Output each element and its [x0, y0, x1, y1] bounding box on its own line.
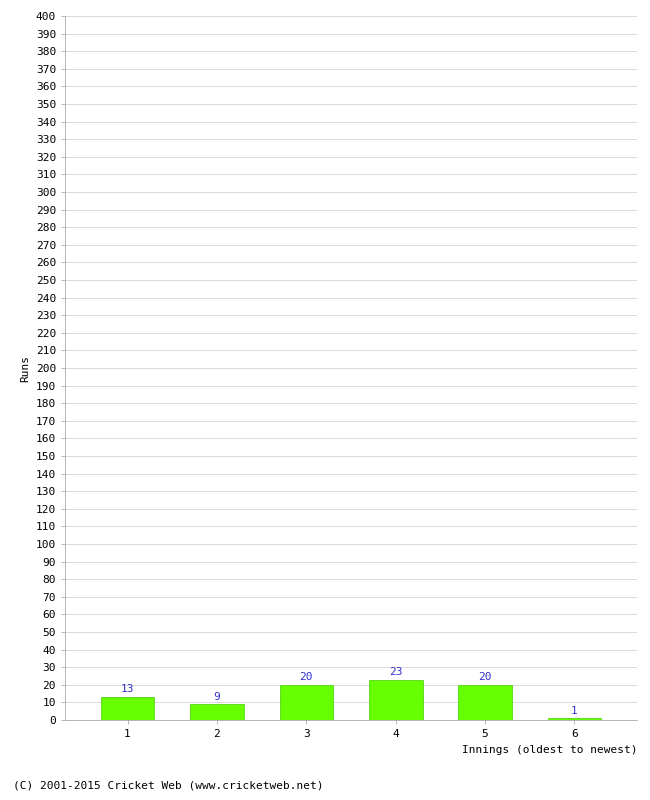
Bar	[280, 685, 333, 720]
Text: 9: 9	[214, 691, 220, 702]
Bar	[458, 685, 512, 720]
Text: 20: 20	[300, 672, 313, 682]
Bar	[101, 697, 155, 720]
Text: 13: 13	[121, 685, 135, 694]
Bar	[547, 718, 601, 720]
Text: 20: 20	[478, 672, 492, 682]
Text: 23: 23	[389, 667, 402, 677]
Bar	[369, 679, 423, 720]
X-axis label: Innings (oldest to newest): Innings (oldest to newest)	[462, 745, 637, 754]
Text: 1: 1	[571, 706, 578, 715]
Text: (C) 2001-2015 Cricket Web (www.cricketweb.net): (C) 2001-2015 Cricket Web (www.cricketwe…	[13, 781, 324, 790]
Bar	[190, 704, 244, 720]
Y-axis label: Runs: Runs	[20, 354, 30, 382]
